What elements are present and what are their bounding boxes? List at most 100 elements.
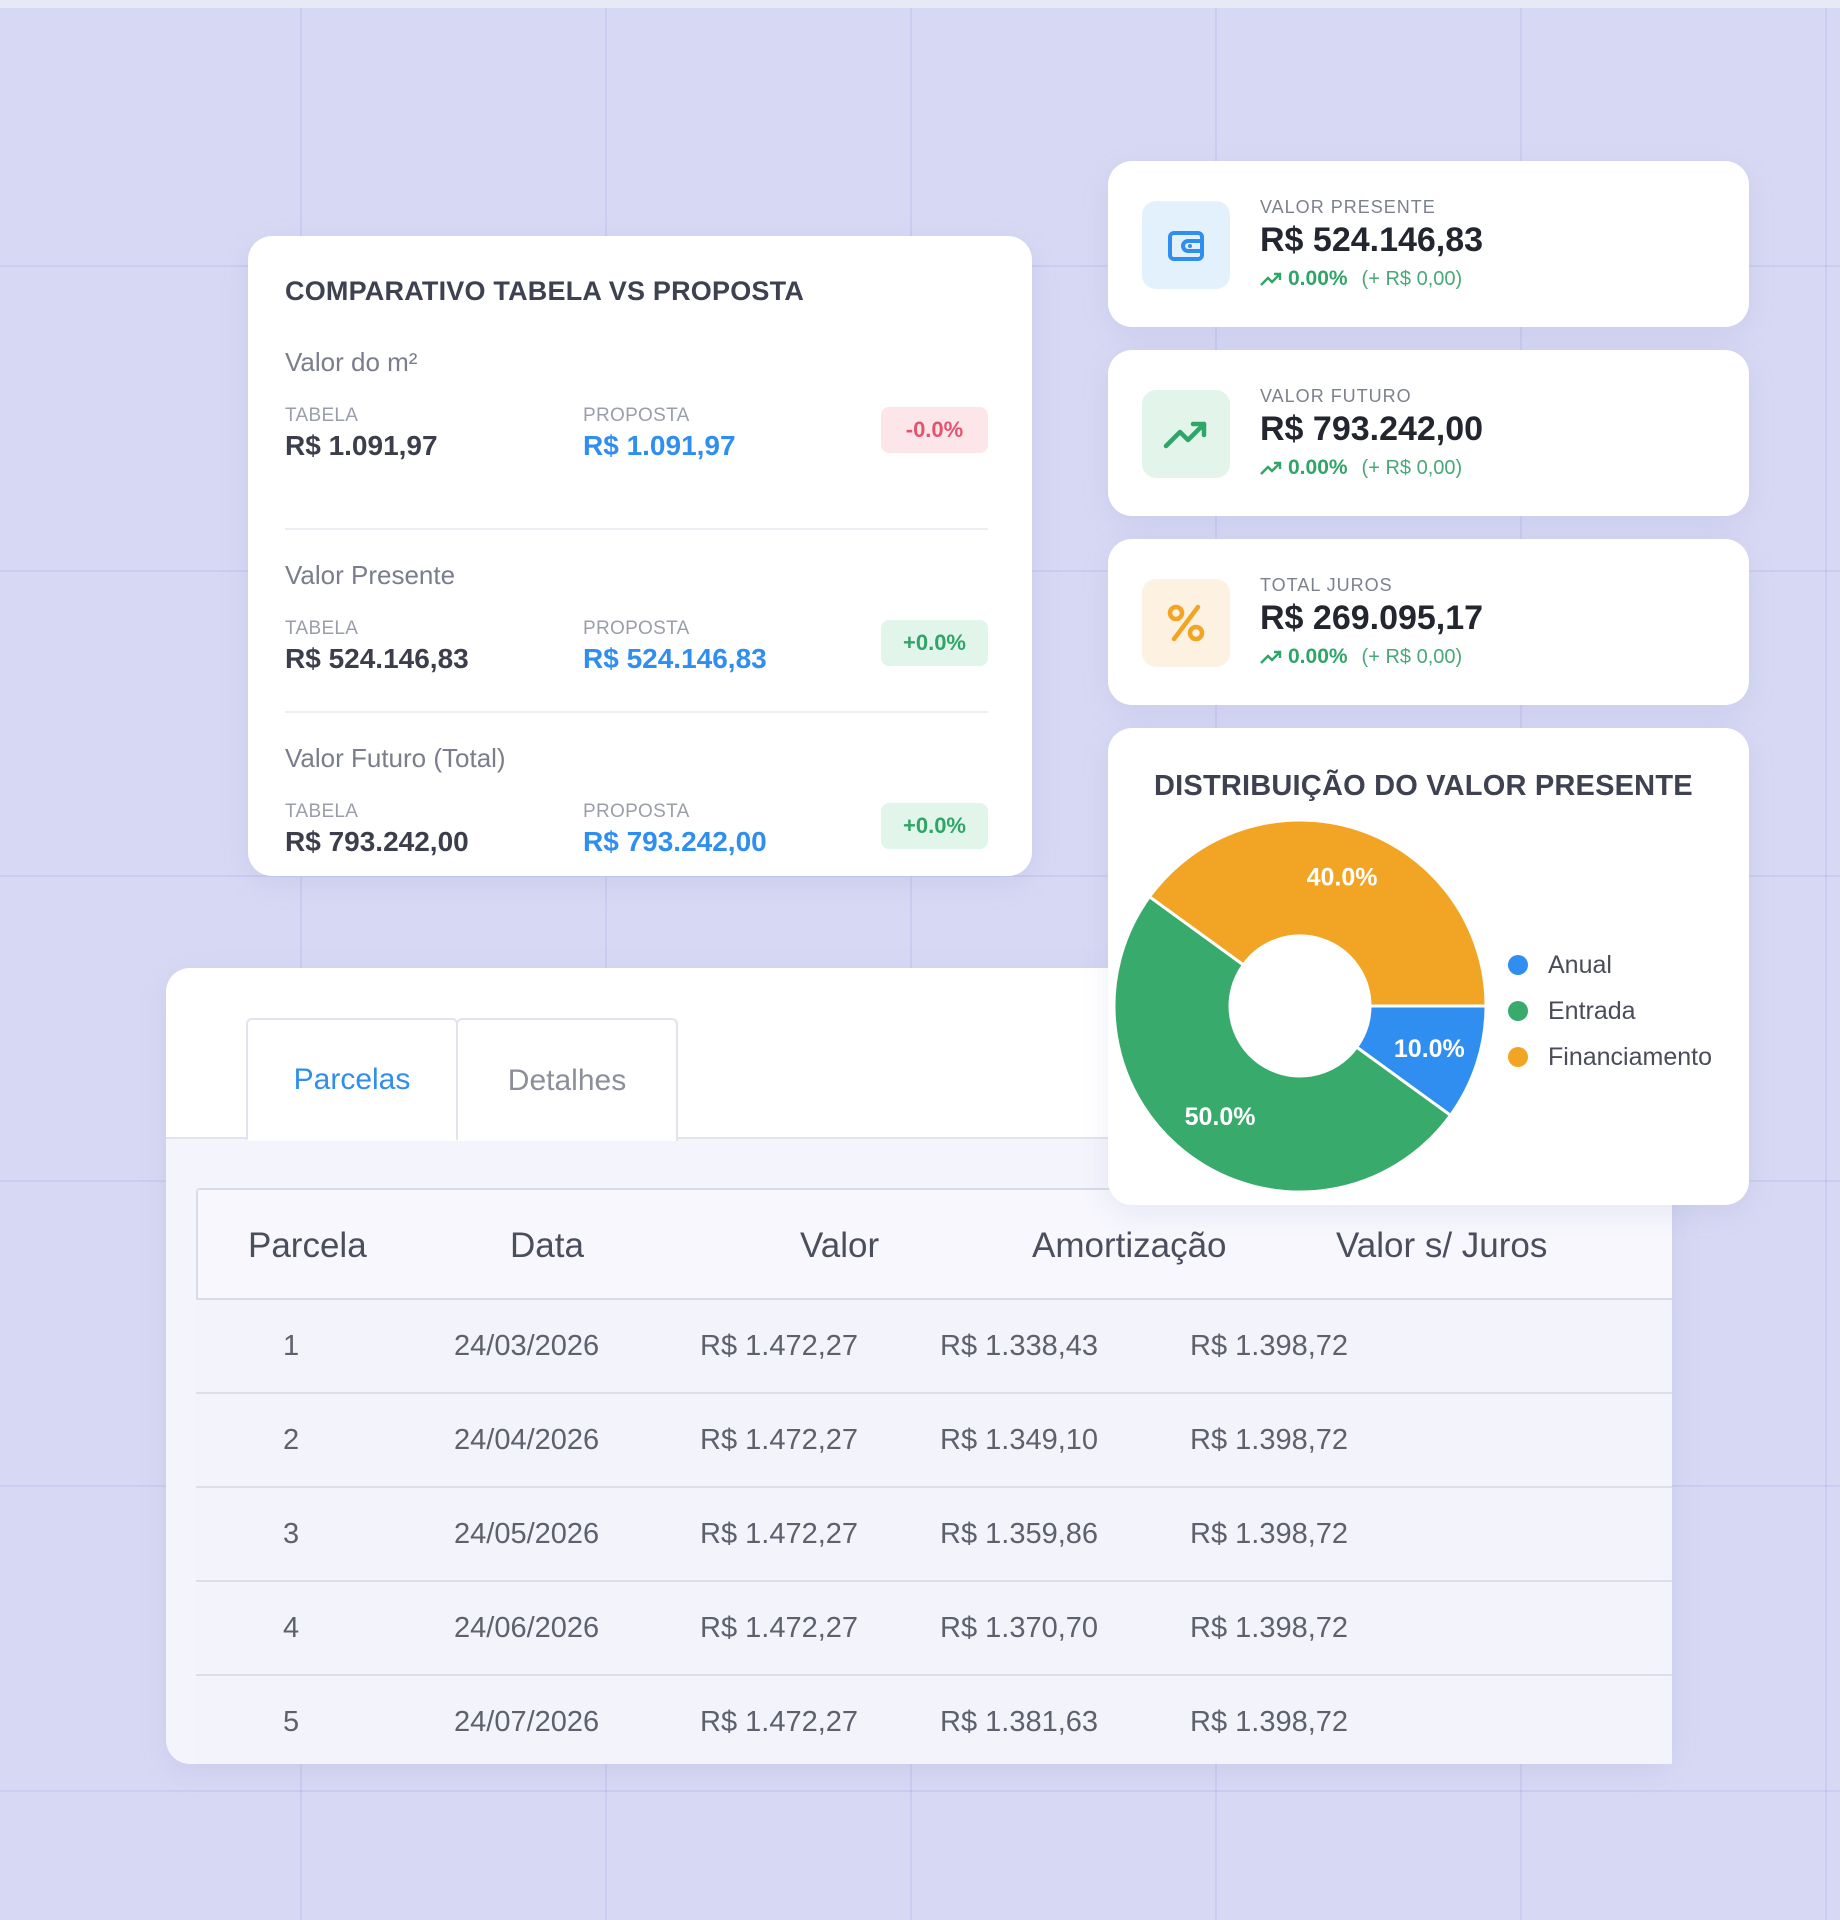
legend-label: Entrada (1548, 996, 1636, 1025)
tabela-label: TABELA (285, 618, 359, 639)
table-cell: 1 (283, 1330, 300, 1362)
tabela-column: TABELA R$ 524.146,83 (285, 618, 469, 675)
column-header-valor-sem-juros[interactable]: Valor s/ Juros (1336, 1226, 1548, 1265)
table-cell: R$ 1.398,72 (1190, 1518, 1349, 1550)
donut-slice-financiamento[interactable] (1147, 818, 1488, 1008)
column-header-valor[interactable]: Valor (800, 1226, 880, 1265)
stat-label: VALOR PRESENTE (1260, 197, 1436, 217)
table-cell: R$ 1.472,27 (700, 1706, 859, 1738)
table-body: 1 24/03/2026 R$ 1.472,27 R$ 1.338,43 R$ 1.39… (196, 1300, 1672, 1764)
donut-slice-label: 40.0% (1307, 864, 1378, 892)
donut-slice-label: 10.0% (1394, 1035, 1465, 1063)
comparativo-section-valor-m2: Valor do m² TABELA R$ 1.091,97 PROPOSTA … (285, 347, 988, 530)
trend-up-icon (1260, 272, 1282, 286)
legend-item: Anual (1508, 942, 1712, 988)
stat-value: R$ 793.242,00 (1260, 410, 1484, 448)
legend-dot (1508, 1047, 1528, 1067)
table-cell: R$ 1.472,27 (700, 1330, 859, 1362)
stat-delta: (+ R$ 0,00) (1361, 456, 1463, 479)
table-cell: 2 (283, 1424, 300, 1456)
table-cell: R$ 1.370,70 (940, 1612, 1099, 1644)
stat-label: TOTAL JUROS (1260, 575, 1393, 595)
comparativo-title: COMPARATIVO TABELA VS PROPOSTA (285, 276, 805, 306)
tab-detalhes[interactable]: Detalhes (456, 1018, 678, 1141)
tabela-label: TABELA (285, 405, 359, 426)
trend-up-icon (1260, 461, 1282, 475)
table-cell: 24/07/2026 (454, 1706, 600, 1738)
stat-pct: 0.00% (1288, 645, 1348, 668)
proposta-label: PROPOSTA (583, 618, 690, 639)
table-cell: 24/06/2026 (454, 1612, 600, 1644)
stat-change: 0.00% (+ R$ 0,00) (1260, 267, 1462, 291)
table-cell: R$ 1.338,43 (940, 1330, 1099, 1362)
proposta-column: PROPOSTA R$ 524.146,83 (583, 618, 767, 675)
table-cell: R$ 1.349,10 (940, 1424, 1099, 1456)
parcelas-table: Parcela Data Valor Amortização Valor s/ … (196, 1188, 1672, 1764)
column-header-amortizacao[interactable]: Amortização (1032, 1226, 1227, 1265)
table-row: 5 24/07/2026 R$ 1.472,27 R$ 1.381,63 R$ 1.39… (196, 1676, 1672, 1764)
stat-pct: 0.00% (1288, 267, 1348, 290)
proposta-label: PROPOSTA (583, 405, 690, 426)
column-header-data[interactable]: Data (510, 1226, 584, 1265)
table-cell: R$ 1.381,63 (940, 1706, 1099, 1738)
wallet-icon (1142, 201, 1230, 289)
table-cell: R$ 1.472,27 (700, 1518, 859, 1550)
tab-parcelas[interactable]: Parcelas (246, 1018, 458, 1141)
top-strip (0, 0, 1840, 8)
legend-label: Anual (1548, 950, 1612, 979)
table-cell: R$ 1.359,86 (940, 1518, 1099, 1550)
tabela-value: R$ 524.146,83 (285, 643, 469, 674)
legend-item: Financiamento (1508, 1034, 1712, 1080)
table-cell: 3 (283, 1518, 300, 1550)
donut-slice-entrada[interactable] (1114, 894, 1453, 1194)
proposta-column: PROPOSTA R$ 793.242,00 (583, 801, 767, 858)
trending-up-icon (1142, 390, 1230, 478)
donut-slice-label: 50.0% (1185, 1103, 1256, 1131)
tabela-column: TABELA R$ 793.242,00 (285, 801, 469, 858)
pct-badge: +0.0% (881, 620, 988, 666)
stat-card-total-juros: TOTAL JUROS R$ 269.095,17 0.00% (+ R$ 0,… (1108, 539, 1749, 705)
stat-card-valor-futuro: VALOR FUTURO R$ 793.242,00 0.00% (+ R$ 0… (1108, 350, 1749, 516)
tabela-value: R$ 793.242,00 (285, 826, 469, 857)
column-header-parcela[interactable]: Parcela (248, 1226, 367, 1265)
table-cell: R$ 1.398,72 (1190, 1612, 1349, 1644)
stat-delta: (+ R$ 0,00) (1361, 267, 1463, 290)
proposta-value: R$ 1.091,97 (583, 430, 736, 461)
stat-label: VALOR FUTURO (1260, 386, 1412, 406)
legend-item: Entrada (1508, 988, 1712, 1034)
chart-card: DISTRIBUIÇÃO DO VALOR PRESENTE 10.0% 50.0… (1108, 728, 1749, 1205)
legend-dot (1508, 1001, 1528, 1021)
legend-label: Financiamento (1548, 1042, 1712, 1071)
proposta-label: PROPOSTA (583, 801, 690, 822)
pct-badge: -0.0% (881, 407, 988, 453)
percent-icon (1142, 579, 1230, 667)
table-cell: 24/04/2026 (454, 1424, 600, 1456)
section-label: Valor Futuro (Total) (285, 743, 506, 773)
tabela-column: TABELA R$ 1.091,97 (285, 405, 438, 462)
comparativo-section-valor-futuro: Valor Futuro (Total) TABELA R$ 793.242,0… (285, 713, 988, 896)
table-header: Parcela Data Valor Amortização Valor s/ … (196, 1188, 1672, 1300)
section-label: Valor Presente (285, 560, 456, 590)
table-cell: R$ 1.472,27 (700, 1424, 859, 1456)
legend-dot (1508, 955, 1528, 975)
trend-up-icon (1260, 650, 1282, 664)
table-cell: R$ 1.472,27 (700, 1612, 859, 1644)
stat-value: R$ 524.146,83 (1260, 221, 1484, 259)
tabela-label: TABELA (285, 801, 359, 822)
section-label: Valor do m² (285, 347, 418, 377)
table-row: 2 24/04/2026 R$ 1.472,27 R$ 1.349,10 R$ 1.39… (196, 1394, 1672, 1488)
table-cell: R$ 1.398,72 (1190, 1424, 1349, 1456)
comparativo-section-valor-presente: Valor Presente TABELA R$ 524.146,83 PROP… (285, 530, 988, 713)
table-cell: R$ 1.398,72 (1190, 1706, 1349, 1738)
table-cell: 4 (283, 1612, 300, 1644)
table-cell: R$ 1.398,72 (1190, 1330, 1349, 1362)
donut-chart: 10.0% 50.0% 40.0% (1114, 818, 1488, 1194)
tabela-value: R$ 1.091,97 (285, 430, 438, 461)
table-cell: 24/05/2026 (454, 1518, 600, 1550)
stat-delta: (+ R$ 0,00) (1361, 645, 1463, 668)
table-row: 3 24/05/2026 R$ 1.472,27 R$ 1.359,86 R$ 1.39… (196, 1488, 1672, 1582)
proposta-value: R$ 793.242,00 (583, 826, 767, 857)
stat-change: 0.00% (+ R$ 0,00) (1260, 456, 1462, 480)
pct-badge: +0.0% (881, 803, 988, 849)
chart-title: DISTRIBUIÇÃO DO VALOR PRESENTE (1154, 770, 1693, 802)
